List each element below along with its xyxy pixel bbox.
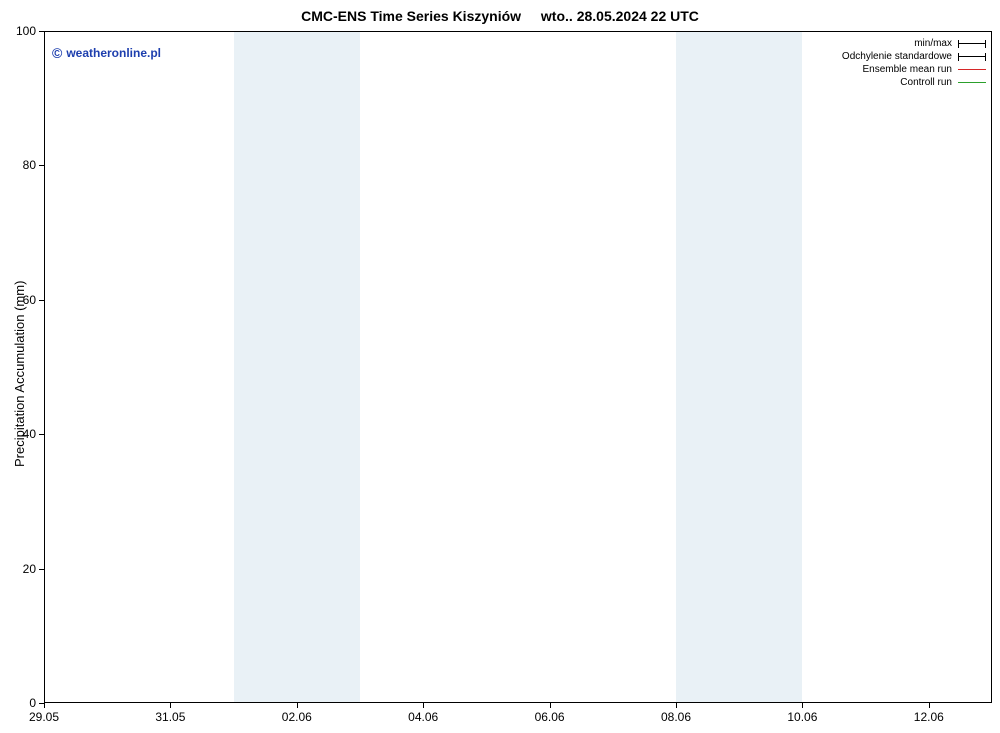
- x-tick-label: 08.06: [661, 710, 691, 724]
- y-tick-label: 80: [23, 158, 36, 172]
- plot-area: © weatheronline.pl min/max Odchylenie stand…: [44, 31, 992, 703]
- x-tick: [676, 703, 677, 708]
- legend-swatch: [958, 65, 986, 75]
- x-tick: [423, 703, 424, 708]
- legend-label: Controll run: [900, 77, 952, 88]
- y-tick: [39, 165, 44, 166]
- weekend-band: [676, 31, 802, 703]
- y-tick: [39, 434, 44, 435]
- x-tick-label: 06.06: [535, 710, 565, 724]
- y-tick: [39, 569, 44, 570]
- y-tick-label: 0: [29, 696, 36, 710]
- x-tick-label: 29.05: [29, 710, 59, 724]
- x-tick-label: 10.06: [787, 710, 817, 724]
- x-tick-label: 04.06: [408, 710, 438, 724]
- legend-item: Odchylenie standardowe: [842, 50, 986, 63]
- x-tick-label: 02.06: [282, 710, 312, 724]
- legend-item: min/max: [842, 37, 986, 50]
- x-tick: [550, 703, 551, 708]
- legend-label: Ensemble mean run: [863, 64, 953, 75]
- legend-swatch: [958, 39, 986, 49]
- x-tick-label: 31.05: [155, 710, 185, 724]
- x-tick: [297, 703, 298, 708]
- chart-title: CMC-ENS Time Series Kiszyniów wto.. 28.0…: [0, 8, 1000, 24]
- watermark: © weatheronline.pl: [52, 45, 161, 61]
- y-tick-label: 40: [23, 427, 36, 441]
- chart-container: CMC-ENS Time Series Kiszyniów wto.. 28.0…: [0, 0, 1000, 733]
- y-tick-label: 20: [23, 562, 36, 576]
- y-tick: [39, 300, 44, 301]
- legend-label: min/max: [914, 38, 952, 49]
- axis-frame: [44, 31, 45, 703]
- legend-item: Ensemble mean run: [842, 63, 986, 76]
- axis-frame: [44, 702, 992, 703]
- watermark-text: weatheronline.pl: [66, 46, 161, 60]
- legend: min/max Odchylenie standardowe Ensemble me…: [842, 37, 986, 89]
- x-tick-label: 12.06: [914, 710, 944, 724]
- weekend-band: [234, 31, 360, 703]
- y-tick: [39, 31, 44, 32]
- title-right: wto.. 28.05.2024 22 UTC: [541, 8, 699, 24]
- legend-swatch: [958, 52, 986, 62]
- legend-item: Controll run: [842, 76, 986, 89]
- axis-frame: [991, 31, 992, 703]
- title-left: CMC-ENS Time Series Kiszyniów: [301, 8, 521, 24]
- y-tick-label: 60: [23, 293, 36, 307]
- x-tick: [802, 703, 803, 708]
- legend-label: Odchylenie standardowe: [842, 51, 952, 62]
- axis-frame: [44, 31, 992, 32]
- y-tick-label: 100: [16, 24, 36, 38]
- x-tick: [44, 703, 45, 708]
- legend-swatch: [958, 78, 986, 88]
- x-tick: [170, 703, 171, 708]
- copyright-icon: ©: [52, 45, 62, 61]
- x-tick: [929, 703, 930, 708]
